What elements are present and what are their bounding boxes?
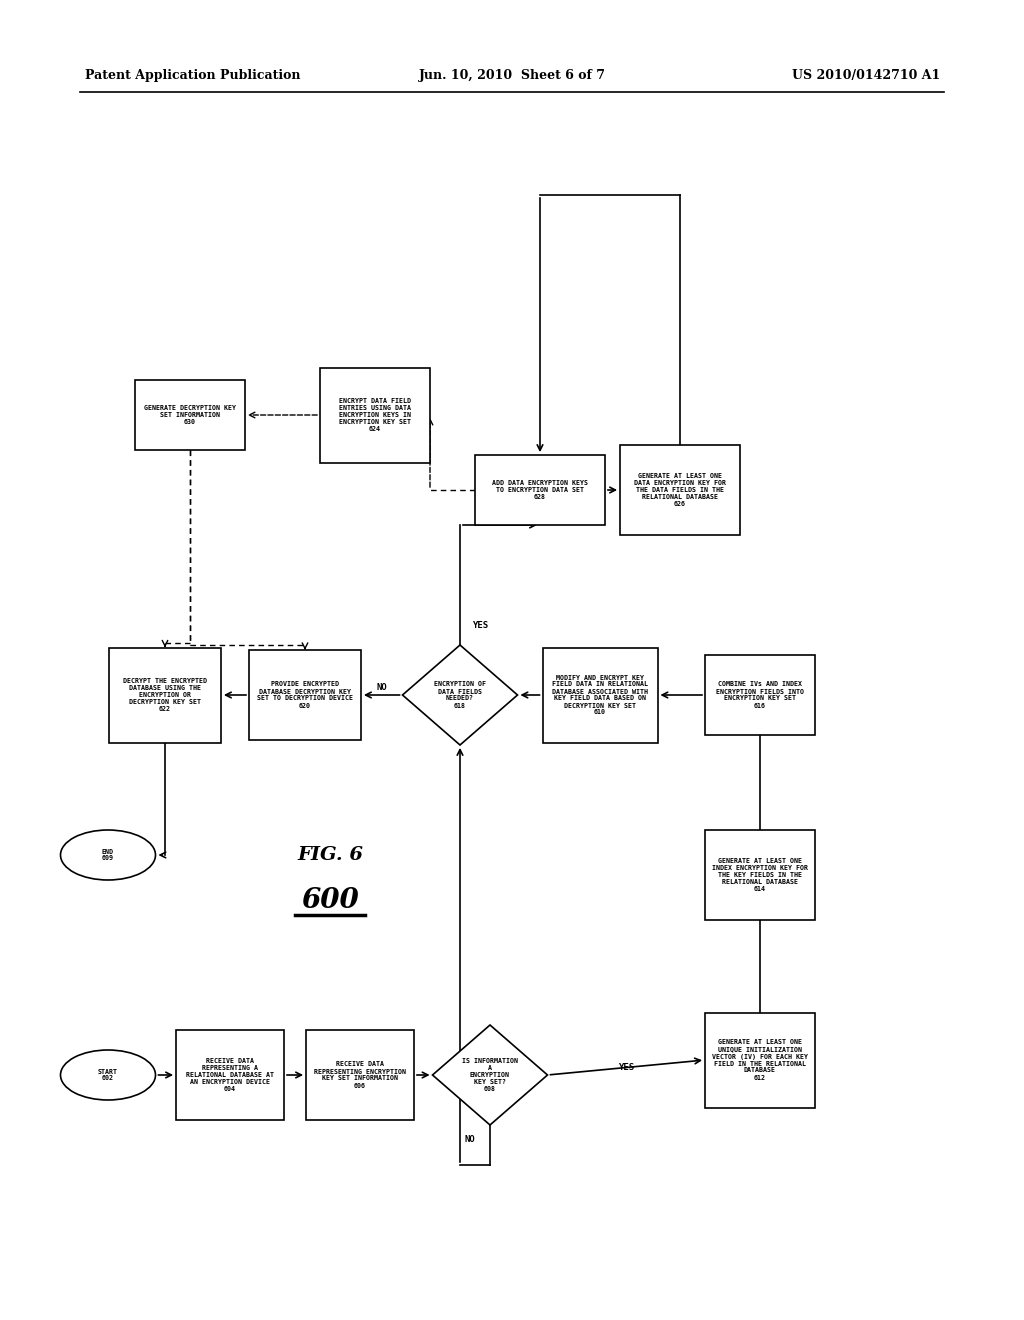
FancyBboxPatch shape [543, 648, 657, 742]
Text: ENCRYPT DATA FIELD
ENTRIES USING DATA
ENCRYPTION KEYS IN
ENCRYPTION KEY SET
624: ENCRYPT DATA FIELD ENTRIES USING DATA EN… [339, 399, 411, 432]
Ellipse shape [60, 1049, 156, 1100]
FancyBboxPatch shape [176, 1030, 284, 1119]
Text: PROVIDE ENCRYPTED
DATABASE DECRYPTION KEY
SET TO DECRYPTION DEVICE
620: PROVIDE ENCRYPTED DATABASE DECRYPTION KE… [257, 681, 353, 709]
Text: RECEIVE DATA
REPRESENTING ENCRYPTION
KEY SET INFORMATION
606: RECEIVE DATA REPRESENTING ENCRYPTION KEY… [314, 1061, 406, 1089]
FancyBboxPatch shape [319, 367, 430, 462]
Text: GENERATE DECRYPTION KEY
SET INFORMATION
630: GENERATE DECRYPTION KEY SET INFORMATION … [144, 405, 236, 425]
FancyBboxPatch shape [249, 649, 361, 741]
Ellipse shape [60, 830, 156, 880]
FancyBboxPatch shape [705, 830, 815, 920]
Text: YES: YES [472, 620, 488, 630]
Text: IS INFORMATION
A
ENCRYPTION
KEY SET?
608: IS INFORMATION A ENCRYPTION KEY SET? 608 [462, 1059, 518, 1092]
Text: COMBINE IVs AND INDEX
ENCRYPTION FIELDS INTO
ENCRYPTION KEY SET
616: COMBINE IVs AND INDEX ENCRYPTION FIELDS … [716, 681, 804, 709]
Text: GENERATE AT LEAST ONE
INDEX ENCRYPTION KEY FOR
THE KEY FIELDS IN THE
RELATIONAL : GENERATE AT LEAST ONE INDEX ENCRYPTION K… [712, 858, 808, 892]
Polygon shape [402, 645, 517, 744]
Text: FIG. 6: FIG. 6 [297, 846, 362, 865]
Text: MODIFY AND ENCRYPT KEY
FIELD DATA IN RELATIONAL
DATABASE ASSOCIATED WITH
KEY FIE: MODIFY AND ENCRYPT KEY FIELD DATA IN REL… [552, 675, 648, 715]
Text: 600: 600 [301, 887, 358, 913]
FancyBboxPatch shape [475, 455, 605, 525]
Text: DECRYPT THE ENCRYPTED
DATABASE USING THE
ENCRYPTION OR
DECRYPTION KEY SET
622: DECRYPT THE ENCRYPTED DATABASE USING THE… [123, 678, 207, 711]
Text: US 2010/0142710 A1: US 2010/0142710 A1 [792, 69, 940, 82]
Text: NO: NO [377, 682, 387, 692]
Text: GENERATE AT LEAST ONE
DATA ENCRYPTION KEY FOR
THE DATA FIELDS IN THE
RELATIONAL : GENERATE AT LEAST ONE DATA ENCRYPTION KE… [634, 473, 726, 507]
Polygon shape [432, 1026, 548, 1125]
Text: RECEIVE DATA
REPRESENTING A
RELATIONAL DATABASE AT
AN ENCRYPTION DEVICE
604: RECEIVE DATA REPRESENTING A RELATIONAL D… [186, 1059, 274, 1092]
FancyBboxPatch shape [705, 655, 815, 735]
Text: ADD DATA ENCRYPTION KEYS
TO ENCRYPTION DATA SET
628: ADD DATA ENCRYPTION KEYS TO ENCRYPTION D… [492, 480, 588, 500]
Text: GENERATE AT LEAST ONE
UNIQUE INITIALIZATION
VECTOR (IV) FOR EACH KEY
FIELD IN TH: GENERATE AT LEAST ONE UNIQUE INITIALIZAT… [712, 1040, 808, 1081]
Text: Patent Application Publication: Patent Application Publication [85, 69, 300, 82]
Text: START
602: START 602 [98, 1068, 118, 1081]
Text: END
609: END 609 [102, 849, 114, 862]
FancyBboxPatch shape [109, 648, 221, 742]
FancyBboxPatch shape [705, 1012, 815, 1107]
Text: YES: YES [618, 1063, 634, 1072]
FancyBboxPatch shape [306, 1030, 414, 1119]
FancyBboxPatch shape [135, 380, 245, 450]
Text: ENCRYPTION OF
DATA FIELDS
NEEDED?
618: ENCRYPTION OF DATA FIELDS NEEDED? 618 [434, 681, 486, 709]
Text: NO: NO [464, 1135, 475, 1144]
Text: Jun. 10, 2010  Sheet 6 of 7: Jun. 10, 2010 Sheet 6 of 7 [419, 69, 605, 82]
FancyBboxPatch shape [620, 445, 740, 535]
